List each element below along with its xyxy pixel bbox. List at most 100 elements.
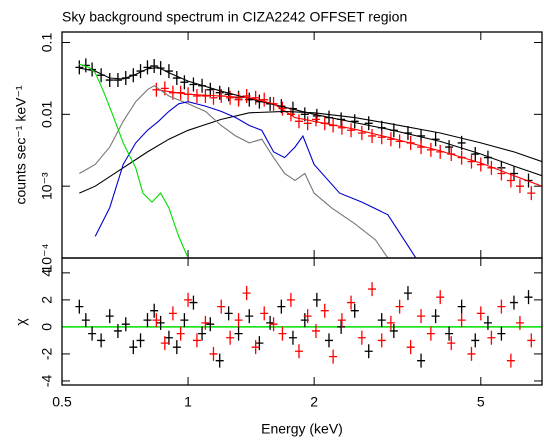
data-point [515,315,524,330]
data-point [386,315,395,330]
data-point [234,326,243,341]
x-tick-label: 5 [477,394,485,410]
data-point [426,142,435,157]
data-point [201,315,210,330]
data-point [377,313,386,328]
data-point [364,116,373,131]
data-point [97,333,106,348]
data-point [524,290,533,305]
data-point [417,353,426,368]
data-point [324,333,333,348]
data-point [426,326,435,341]
data-point [431,309,440,324]
y-tick-label: 0.01 [39,100,55,127]
data-point [209,90,218,105]
data-point [467,346,476,361]
data-point [286,292,295,307]
data-point [242,286,251,301]
data-point [497,299,506,314]
data-point [201,88,210,103]
data-point [329,349,338,364]
x-axis-label: Energy (keV) [261,421,343,437]
data-point [357,330,366,345]
model-line [94,101,417,258]
plot-area [62,282,542,368]
data-point [172,340,181,355]
data-point [527,186,536,201]
data-point [471,147,480,162]
y-tick-label: -2 [39,347,55,360]
data-point [377,130,386,145]
model-line [79,63,189,258]
data-point [527,333,536,348]
data-point [506,173,515,188]
data-point [294,344,303,359]
data-point [445,326,454,341]
y-tick-label: 10⁻³ [39,172,55,200]
chart-title: Sky background spectrum in CIZA2242 OFFS… [62,9,407,25]
data-point [406,340,415,355]
data-point [143,60,152,75]
data-point [483,315,492,330]
data-point [234,92,243,107]
data-point [447,336,456,351]
x-tick-label: 0.5 [52,394,72,410]
data-point [121,317,130,332]
data-point [189,77,198,92]
data-point [303,309,312,324]
data-point [497,166,506,181]
data-point [260,306,269,321]
data-point [176,326,185,341]
data-point [312,292,321,307]
data-point [357,125,366,140]
x-tick-label: 2 [310,394,318,410]
data-point [168,306,177,321]
data-point [245,309,254,324]
y-tick-label: 4 [39,269,55,277]
data-point [311,323,320,338]
y-axis-label: counts sec⁻¹ keV⁻¹ [13,85,29,204]
data-point [189,295,198,310]
data-point [277,299,286,314]
y-axis-label: χ [13,318,29,326]
data-point [81,313,90,328]
data-point [417,309,426,324]
data-point [320,303,329,318]
data-point [515,179,524,194]
data-point [389,323,398,338]
data-point [143,313,152,328]
data-point [105,73,114,88]
data-point [350,114,359,129]
y-tick-label: 0 [39,323,55,331]
data-point [172,71,181,86]
data-point [180,313,189,328]
data-point [368,128,377,143]
data-point [164,330,173,345]
data-point [198,326,207,341]
plot-area [75,58,542,258]
data-point [255,336,264,351]
data-point [180,75,189,90]
data-point [457,299,466,314]
data-point [506,353,515,368]
data-point [347,295,356,310]
data-point [260,92,269,107]
data-point [75,60,84,75]
data-point [209,346,218,361]
data-point [294,114,303,129]
data-point [206,317,215,332]
data-point [337,313,346,328]
data-point [215,353,224,368]
data-point [347,123,356,138]
data-point [156,315,165,330]
data-point [436,290,445,305]
data-point [184,292,193,307]
data-point [266,315,275,330]
data-point [509,295,518,310]
data-point [457,313,466,328]
data-point [215,85,224,100]
data-point [278,101,287,116]
data-point [129,340,138,355]
data-point [217,299,226,314]
